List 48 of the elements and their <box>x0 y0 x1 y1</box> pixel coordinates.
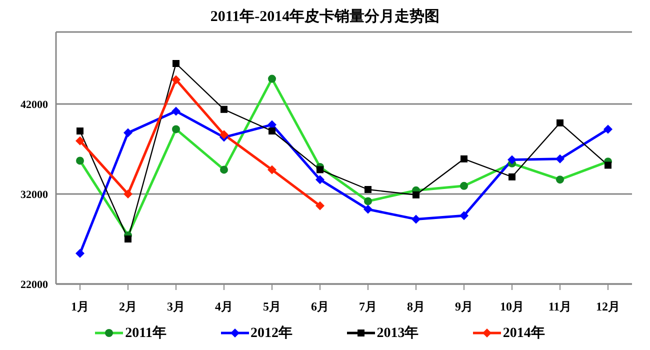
point <box>364 186 372 193</box>
x-tick-label: 9月 <box>455 300 473 314</box>
point <box>124 190 132 198</box>
point <box>172 75 180 84</box>
point <box>76 128 84 134</box>
x-tick-label: 6月 <box>311 300 329 314</box>
x-tick-label: 3月 <box>167 300 185 314</box>
point <box>556 154 564 164</box>
point <box>172 60 180 67</box>
point <box>220 106 228 113</box>
point <box>124 128 132 138</box>
x-tick-label: 5月 <box>263 300 281 314</box>
point <box>220 130 228 140</box>
point <box>604 162 612 169</box>
point <box>412 191 420 198</box>
point <box>556 119 564 126</box>
point <box>76 136 84 146</box>
x-tick-label: 4月 <box>215 300 233 314</box>
chart-title: 2011年-2014年皮卡销量分月走势图 <box>209 8 441 26</box>
point <box>124 236 132 242</box>
x-tick-label: 12月 <box>596 300 620 314</box>
x-tick-label: 7月 <box>359 300 377 314</box>
point <box>172 106 180 116</box>
legend-label: 2011年 <box>125 324 166 342</box>
legend-label: 2014年 <box>502 324 545 342</box>
point <box>412 214 420 224</box>
x-tick-label: 2月 <box>119 300 137 314</box>
x-tick-label: 8月 <box>407 300 425 314</box>
x-tick-label: 1月 <box>71 300 89 314</box>
point <box>460 155 468 162</box>
legend-label: 2013年 <box>376 324 419 342</box>
x-tick-label: 10月 <box>500 300 524 314</box>
point <box>316 175 324 184</box>
point <box>316 201 324 210</box>
point <box>76 248 84 258</box>
point <box>268 165 276 174</box>
legend-label: 2012年 <box>250 324 293 342</box>
point <box>460 211 468 220</box>
point <box>508 155 516 164</box>
point <box>364 204 372 214</box>
point <box>268 128 276 134</box>
y-tick-label: 32000 <box>20 188 48 201</box>
point <box>508 173 516 180</box>
y-tick-label: 42000 <box>20 98 48 111</box>
point <box>604 124 612 134</box>
x-tick-label: 11月 <box>548 300 572 314</box>
point <box>316 166 324 174</box>
y-tick-label: 22000 <box>20 278 48 291</box>
